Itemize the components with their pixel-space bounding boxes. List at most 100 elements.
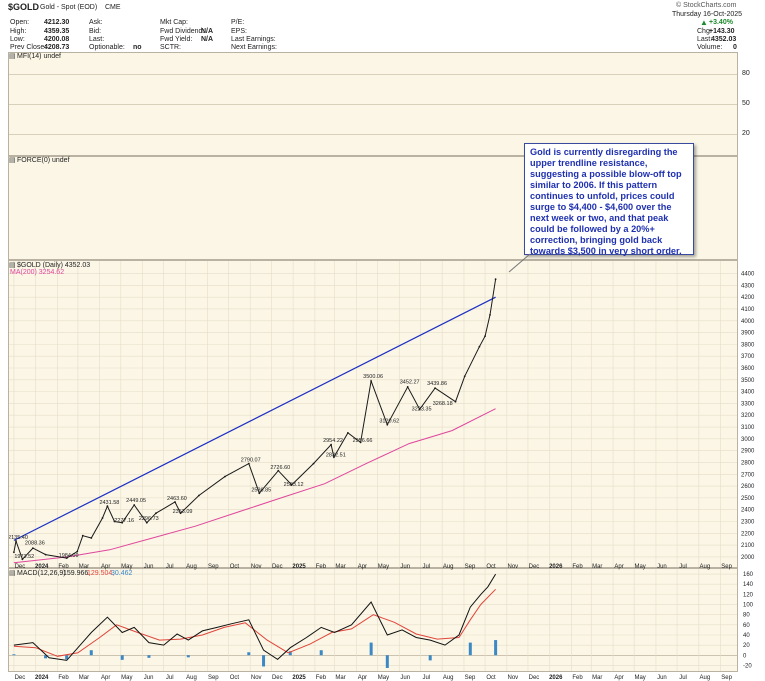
price-chart-svg: 2135.40 1973.52 2088.36 1984.09 2431.58 2277.… bbox=[9, 261, 737, 567]
sctr-label: SCTR: bbox=[160, 44, 181, 51]
price-y-tick-label: 2400 bbox=[741, 508, 755, 514]
price-point bbox=[224, 475, 226, 478]
macd-x-tick-label: Dec bbox=[529, 675, 540, 681]
macd-x-tick-label: Mar bbox=[79, 675, 89, 681]
price-point bbox=[198, 494, 200, 497]
price-line bbox=[13, 279, 497, 561]
chg-value: +143.30 bbox=[709, 28, 735, 35]
price-legend: $GOLD (Daily) 4352.03 bbox=[17, 262, 91, 269]
price-x-tick-label: Apr bbox=[101, 564, 110, 570]
macd-x-tick-label: 2024 bbox=[35, 675, 49, 681]
mfi-axis-20: 20 bbox=[742, 130, 750, 137]
trendline bbox=[13, 296, 496, 541]
optionable-value: no bbox=[133, 44, 142, 51]
price-point-label: 2956.66 bbox=[353, 438, 373, 444]
price-y-tick-label: 3100 bbox=[741, 425, 755, 431]
price-point-label: 1973.52 bbox=[14, 554, 34, 560]
force-legend: FORCE(0) undef bbox=[17, 157, 70, 164]
open-label: Open: bbox=[10, 19, 30, 26]
price-x-tick-label: Dec bbox=[272, 564, 283, 570]
optionable-label: Optionable: bbox=[89, 44, 125, 51]
price-point bbox=[81, 534, 84, 537]
price-point bbox=[484, 335, 486, 337]
price-x-tick-label: Mar bbox=[592, 564, 602, 570]
low-value: 4200.08 bbox=[44, 36, 70, 43]
price-y-tick-label: 2900 bbox=[741, 449, 755, 455]
last-label: Last: bbox=[89, 36, 105, 43]
macd-x-tick-label: May bbox=[378, 675, 389, 681]
price-point bbox=[65, 557, 68, 559]
mktcap-label: Mkt Cap: bbox=[160, 19, 189, 26]
price-x-tick-label: Nov bbox=[508, 564, 519, 570]
price-point-label: 2954.22 bbox=[323, 438, 343, 444]
change-percent: +3.40% bbox=[709, 19, 733, 26]
price-y-tick-label: 2500 bbox=[741, 496, 755, 502]
price-x-tick-label: Aug bbox=[699, 564, 710, 570]
macd-y-tick-label: 60 bbox=[743, 623, 750, 629]
macd-x-tick-label: Feb bbox=[58, 675, 69, 681]
prev-close-value: 4208.73 bbox=[44, 44, 70, 51]
macd-signal-line bbox=[13, 588, 496, 657]
macd-x-tick-label: Apr bbox=[101, 675, 110, 681]
price-point bbox=[76, 550, 79, 553]
price-x-tick-label: Dec bbox=[15, 564, 26, 570]
low-label: Low: bbox=[10, 36, 25, 43]
price-x-tick-label: Nov bbox=[251, 564, 262, 570]
macd-x-tick-label: 2026 bbox=[549, 675, 563, 681]
price-y-tick-label: 2600 bbox=[741, 484, 755, 490]
macd-chart-svg bbox=[9, 569, 737, 671]
macd-x-tick-label: 2025 bbox=[292, 675, 306, 681]
price-point bbox=[247, 462, 250, 465]
last-price-label: Last: bbox=[697, 36, 713, 43]
macd-line bbox=[13, 573, 497, 661]
price-point bbox=[454, 400, 457, 403]
price-x-tick-label: Jul bbox=[423, 564, 431, 570]
price-y-tick-label: 2100 bbox=[741, 543, 755, 549]
bid-label: Bid: bbox=[89, 28, 102, 35]
mfi-legend-icon: ▤ bbox=[9, 53, 16, 60]
price-point-label: 2832.51 bbox=[326, 453, 346, 459]
macd-legend-name: MACD(12,26,9) bbox=[17, 570, 66, 577]
price-x-tick-label: Jun bbox=[657, 564, 667, 570]
high-value: 4359.35 bbox=[44, 28, 70, 35]
macd-histogram-bar bbox=[319, 650, 323, 656]
chart-exchange: CME bbox=[105, 4, 121, 11]
chart-symbol: $GOLD bbox=[8, 2, 40, 12]
price-point bbox=[44, 553, 47, 556]
price-point-label: 2583.12 bbox=[284, 482, 304, 488]
mfi-axis-80: 80 bbox=[742, 70, 750, 77]
price-point bbox=[434, 387, 436, 389]
price-point-label: 2135.40 bbox=[9, 535, 28, 541]
price-y-tick-label: 2300 bbox=[741, 519, 755, 525]
price-x-tick-label: Sep bbox=[208, 564, 219, 570]
macd-histogram-bar bbox=[12, 654, 16, 656]
macd-y-tick-label: 100 bbox=[743, 603, 754, 609]
price-point-label: 3500.06 bbox=[363, 374, 383, 380]
price-point-label: 3120.62 bbox=[379, 419, 399, 425]
price-point-label: 3223.35 bbox=[412, 406, 432, 412]
macd-histogram-bar bbox=[89, 650, 93, 656]
price-y-axis: 2000 2100 2200 2300 2400 2500 2600 2700 2800 2900… bbox=[741, 272, 755, 561]
price-point bbox=[21, 558, 24, 561]
price-y-tick-label: 3000 bbox=[741, 437, 755, 443]
price-point-label: 2296.73 bbox=[139, 516, 159, 522]
price-point bbox=[277, 469, 280, 472]
macd-histogram-bar bbox=[494, 640, 498, 656]
prev-close-label: Prev Close: bbox=[10, 44, 47, 51]
price-point bbox=[145, 521, 148, 524]
price-point-label: 2088.36 bbox=[25, 540, 45, 546]
price-point bbox=[179, 512, 182, 515]
price-x-tick-label: Aug bbox=[186, 564, 197, 570]
price-x-tick-label: Sep bbox=[465, 564, 476, 570]
price-point bbox=[494, 278, 497, 281]
price-y-tick-label: 3500 bbox=[741, 378, 755, 384]
price-x-axis: Dec 2024 Feb Mar Apr May Jun Jul Aug Sep Oct Nov Dec… bbox=[15, 564, 733, 570]
macd-x-tick-label: Sep bbox=[465, 675, 476, 681]
last-earnings-label: Last Earnings: bbox=[231, 36, 276, 43]
price-y-tick-label: 2200 bbox=[741, 531, 755, 537]
macd-histogram-bar bbox=[65, 655, 69, 660]
price-x-tick-label: 2024 bbox=[35, 564, 49, 570]
price-point bbox=[463, 375, 466, 378]
macd-x-tick-label: Nov bbox=[508, 675, 519, 681]
